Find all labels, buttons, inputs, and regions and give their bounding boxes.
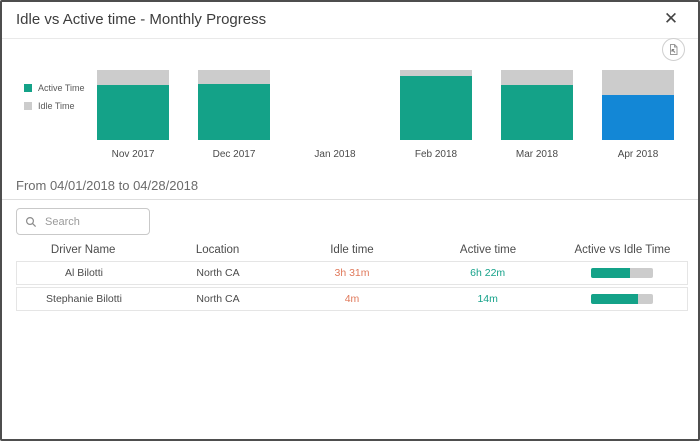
legend-item-active: Active Time: [24, 83, 85, 93]
monthly-stacked-bar-chart: Nov 2017 Dec 2017 Jan 2018 Feb 2018 Mar 2018…: [97, 70, 674, 180]
stacked-bar-mar-2018[interactable]: [501, 70, 573, 140]
location-cell: North CA: [196, 293, 240, 305]
col-header-location: Location: [195, 243, 240, 256]
search-input[interactable]: [43, 214, 141, 229]
date-range-heading: From 04/01/2018 to 04/28/2018: [16, 178, 199, 193]
active-time-cell: 14m: [477, 293, 498, 305]
active-segment: [602, 95, 674, 140]
active-vs-idle-cell: [556, 268, 687, 278]
driver-name-cell: Al Bilotti: [65, 267, 103, 279]
chart-slot-apr-2018: Apr 2018: [602, 70, 674, 180]
idle-time-cell: 3h 31m: [334, 267, 370, 279]
chart-slot-feb-2018: Feb 2018: [400, 70, 472, 180]
active-segment: [198, 84, 270, 140]
progress-rest: [637, 294, 653, 304]
table-header-row: Driver Name Location Idle time Active ti…: [16, 240, 688, 259]
progress-fill: [590, 294, 638, 304]
table-row[interactable]: Al Bilotti North CA 3h 31m 6h 22m: [16, 261, 688, 285]
stacked-bar-feb-2018[interactable]: [400, 70, 472, 140]
active-vs-idle-progressbar: [590, 294, 653, 304]
chart-slot-mar-2018: Mar 2018: [501, 70, 573, 180]
location-cell: North CA: [196, 267, 240, 279]
idle-segment: [97, 70, 169, 85]
idle-segment: [602, 70, 674, 96]
col-header-active-vs-idle: Active vs Idle Time: [574, 243, 671, 256]
search-icon: [25, 216, 37, 228]
date-range-divider: [2, 199, 698, 200]
active-segment: [501, 84, 573, 140]
chart-slot-jan-2018: Jan 2018: [299, 70, 371, 180]
active-segment: [97, 84, 169, 140]
stacked-bar-apr-2018[interactable]: [602, 70, 674, 140]
idle-segment: [501, 70, 573, 85]
legend-item-idle: Idle Time: [24, 101, 85, 111]
export-button[interactable]: [662, 38, 685, 61]
drivers-table: Driver Name Location Idle time Active ti…: [16, 240, 688, 311]
active-time-cell: 6h 22m: [470, 267, 506, 279]
idle-segment: [198, 70, 270, 84]
col-header-driver-name: Driver Name: [50, 243, 116, 256]
close-button[interactable]: ✕: [660, 8, 682, 30]
export-icon: [667, 43, 680, 56]
active-vs-idle-cell: [556, 294, 687, 304]
month-label: Mar 2018: [515, 149, 559, 160]
header-divider: [2, 38, 698, 39]
idle-segment: [400, 70, 472, 76]
active-time-swatch: [24, 84, 32, 92]
modal-header: Idle vs Active time - Monthly Progress ✕: [2, 2, 698, 38]
month-label: Jan 2018: [314, 149, 356, 160]
legend-label-active: Active Time: [38, 83, 85, 93]
idle-time-swatch: [24, 102, 32, 110]
month-label: Feb 2018: [414, 149, 458, 160]
chart-legend: Active Time Idle Time: [24, 83, 85, 119]
progress-rest: [630, 268, 653, 278]
modal-title: Idle vs Active time - Monthly Progress: [16, 11, 267, 28]
progress-fill: [590, 268, 631, 278]
chart-slot-nov-2017: Nov 2017: [97, 70, 169, 180]
table-row[interactable]: Stephanie Bilotti North CA 4m 14m: [16, 287, 688, 311]
stacked-bar-dec-2017[interactable]: [198, 70, 270, 140]
stacked-bar-nov-2017[interactable]: [97, 70, 169, 140]
stacked-bar-jan-2018: [299, 70, 371, 140]
active-segment: [400, 75, 472, 140]
legend-label-idle: Idle Time: [38, 101, 75, 111]
month-label: Apr 2018: [617, 149, 659, 160]
idle-time-cell: 4m: [344, 293, 360, 305]
active-vs-idle-progressbar: [590, 268, 653, 278]
chart-slot-dec-2017: Dec 2017: [198, 70, 270, 180]
search-box: [16, 208, 150, 235]
col-header-idle-time: Idle time: [330, 243, 374, 256]
col-header-active-time: Active time: [459, 243, 517, 256]
month-label: Dec 2017: [212, 149, 256, 160]
table-body: Al Bilotti North CA 3h 31m 6h 22m Stephanie …: [16, 261, 688, 311]
month-label: Nov 2017: [111, 149, 155, 160]
driver-name-cell: Stephanie Bilotti: [46, 293, 122, 305]
